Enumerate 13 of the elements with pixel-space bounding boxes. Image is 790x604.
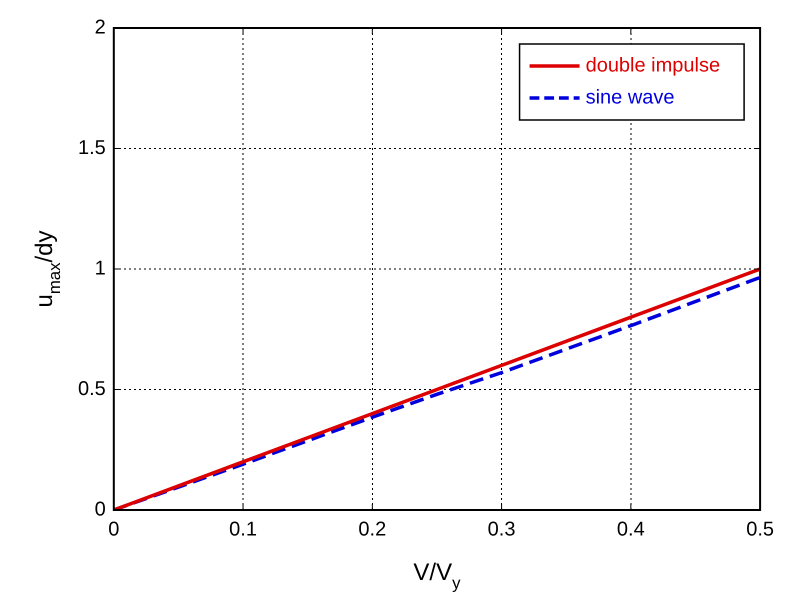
x-tick-label: 0.1 [229,518,257,541]
x-tick-label: 0.4 [616,518,645,541]
legend-label: sine wave [586,86,675,109]
x-tick-label: 0.3 [488,518,516,541]
x-tick-label: 0.2 [358,518,386,541]
y-axis-title: umax/dy [30,230,64,308]
y-tick-label: 2 [94,16,106,39]
y-tick-label: 0.5 [78,378,106,400]
x-tick-label: 0.5 [746,518,774,541]
y-tick-label: 0 [94,498,106,521]
y-tick-label: 1 [94,258,106,280]
legend-label: double impulse [586,54,720,77]
y-tick-label: 1.5 [78,137,106,160]
